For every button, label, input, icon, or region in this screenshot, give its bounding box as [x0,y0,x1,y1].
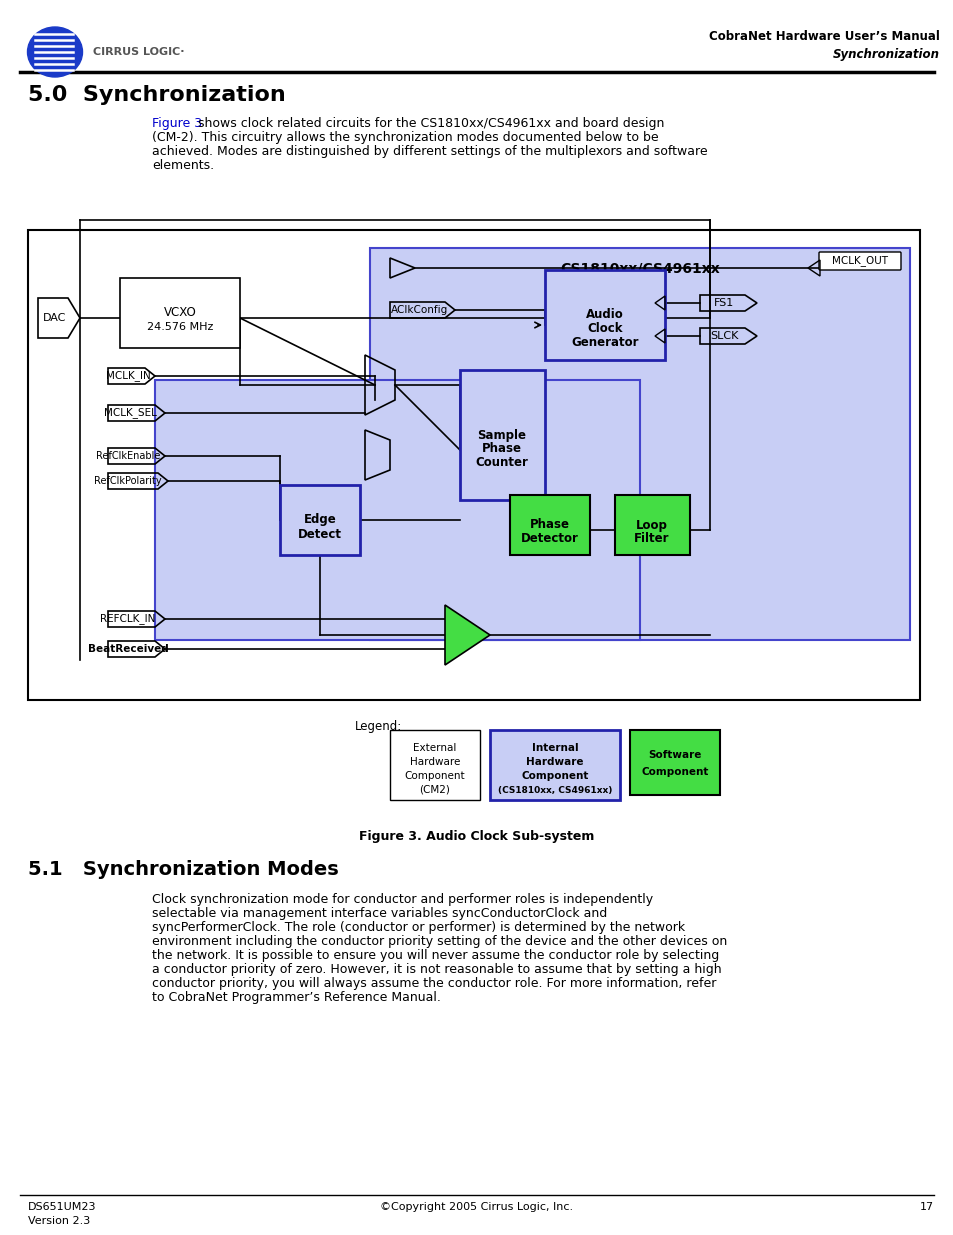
Bar [390,730,479,800]
Text: a conductor priority of zero. However, it is not reasonable to assume that by se: a conductor priority of zero. However, i… [152,963,720,976]
Text: VCXO: VCXO [164,306,196,320]
Text: Sample: Sample [477,429,526,441]
Text: to CobraNet Programmer’s Reference Manual.: to CobraNet Programmer’s Reference Manua… [152,990,440,1004]
Text: ©Copyright 2005 Cirrus Logic, Inc.: ©Copyright 2005 Cirrus Logic, Inc. [380,1202,573,1212]
Bar [280,485,359,555]
Text: Phase: Phase [481,442,521,456]
Text: MCLK_SEL: MCLK_SEL [104,408,156,419]
Text: Hardware: Hardware [526,757,583,767]
Ellipse shape [28,27,82,77]
Bar [629,730,720,795]
Text: Clock synchronization mode for conductor and performer roles is independently: Clock synchronization mode for conductor… [152,893,653,906]
Text: DS651UM23: DS651UM23 [28,1202,96,1212]
Text: syncPerformerClock. The role (conductor or performer) is determined by the netwo: syncPerformerClock. The role (conductor … [152,921,684,934]
Text: the network. It is possible to ensure you will never assume the conductor role b: the network. It is possible to ensure yo… [152,948,719,962]
Text: REFCLK_IN: REFCLK_IN [100,614,155,625]
Bar [28,230,919,700]
Bar [544,270,664,359]
Text: Internal: Internal [531,743,578,753]
Text: (CM2): (CM2) [419,785,450,795]
Text: Component: Component [640,767,708,777]
Bar [510,495,589,555]
Text: CS1810xx/CS4961xx: CS1810xx/CS4961xx [559,262,720,275]
Text: Legend:: Legend: [355,720,402,734]
Text: elements.: elements. [152,159,213,172]
Bar [459,370,544,500]
Text: CIRRUS LOGIC·: CIRRUS LOGIC· [92,47,184,57]
Text: Synchronization: Synchronization [832,48,939,61]
Text: Figure 3. Audio Clock Sub-system: Figure 3. Audio Clock Sub-system [359,830,594,844]
Text: RefClkEnable: RefClkEnable [95,451,160,461]
Bar [370,248,909,640]
Text: Audio: Audio [585,309,623,321]
Bar [154,380,639,640]
Text: Generator: Generator [571,336,639,350]
Text: Edge: Edge [303,514,336,526]
Text: DAC: DAC [43,312,67,324]
Text: Filter: Filter [634,532,669,546]
Text: Hardware: Hardware [410,757,459,767]
Text: RefClkPolarity: RefClkPolarity [94,475,162,487]
Text: Component: Component [520,771,588,781]
Bar [120,278,240,348]
Text: MCLK_IN: MCLK_IN [106,370,151,382]
Text: conductor priority, you will always assume the conductor role. For more informat: conductor priority, you will always assu… [152,977,716,990]
Text: achieved. Modes are distinguished by different settings of the multiplexors and : achieved. Modes are distinguished by dif… [152,144,707,158]
Bar [490,730,619,800]
Text: CobraNet Hardware User’s Manual: CobraNet Hardware User’s Manual [708,30,939,43]
Bar [615,495,689,555]
Text: Detect: Detect [297,527,341,541]
Polygon shape [444,605,490,664]
Text: Clock: Clock [587,322,622,336]
Text: MCLK_OUT: MCLK_OUT [831,256,887,267]
Text: (CS1810xx, CS4961xx): (CS1810xx, CS4961xx) [497,785,612,794]
Text: 17: 17 [919,1202,933,1212]
Text: FS1: FS1 [713,298,734,308]
Text: shows clock related circuits for the CS1810xx/CS4961xx and board design: shows clock related circuits for the CS1… [193,117,663,130]
Text: 5.0  Synchronization: 5.0 Synchronization [28,85,286,105]
Text: Detector: Detector [520,532,578,546]
Text: 24.576 MHz: 24.576 MHz [147,322,213,332]
FancyBboxPatch shape [818,252,900,270]
Text: Component: Component [404,771,465,781]
Text: environment including the conductor priority setting of the device and the other: environment including the conductor prio… [152,935,726,948]
Text: Counter: Counter [475,457,528,469]
Text: Figure 3: Figure 3 [152,117,202,130]
Text: SLCK: SLCK [709,331,738,341]
Text: selectable via management interface variables syncConductorClock and: selectable via management interface vari… [152,906,607,920]
Text: External: External [413,743,456,753]
Text: 5.1   Synchronization Modes: 5.1 Synchronization Modes [28,860,338,879]
Text: Version 2.3: Version 2.3 [28,1216,91,1226]
Text: BeatReceived: BeatReceived [88,643,168,655]
Text: AClkConfig: AClkConfig [391,305,448,315]
Text: (CM-2). This circuitry allows the synchronization modes documented below to be: (CM-2). This circuitry allows the synchr… [152,131,658,144]
Text: Loop: Loop [636,519,667,531]
Text: Phase: Phase [530,519,569,531]
Text: Software: Software [648,750,701,760]
